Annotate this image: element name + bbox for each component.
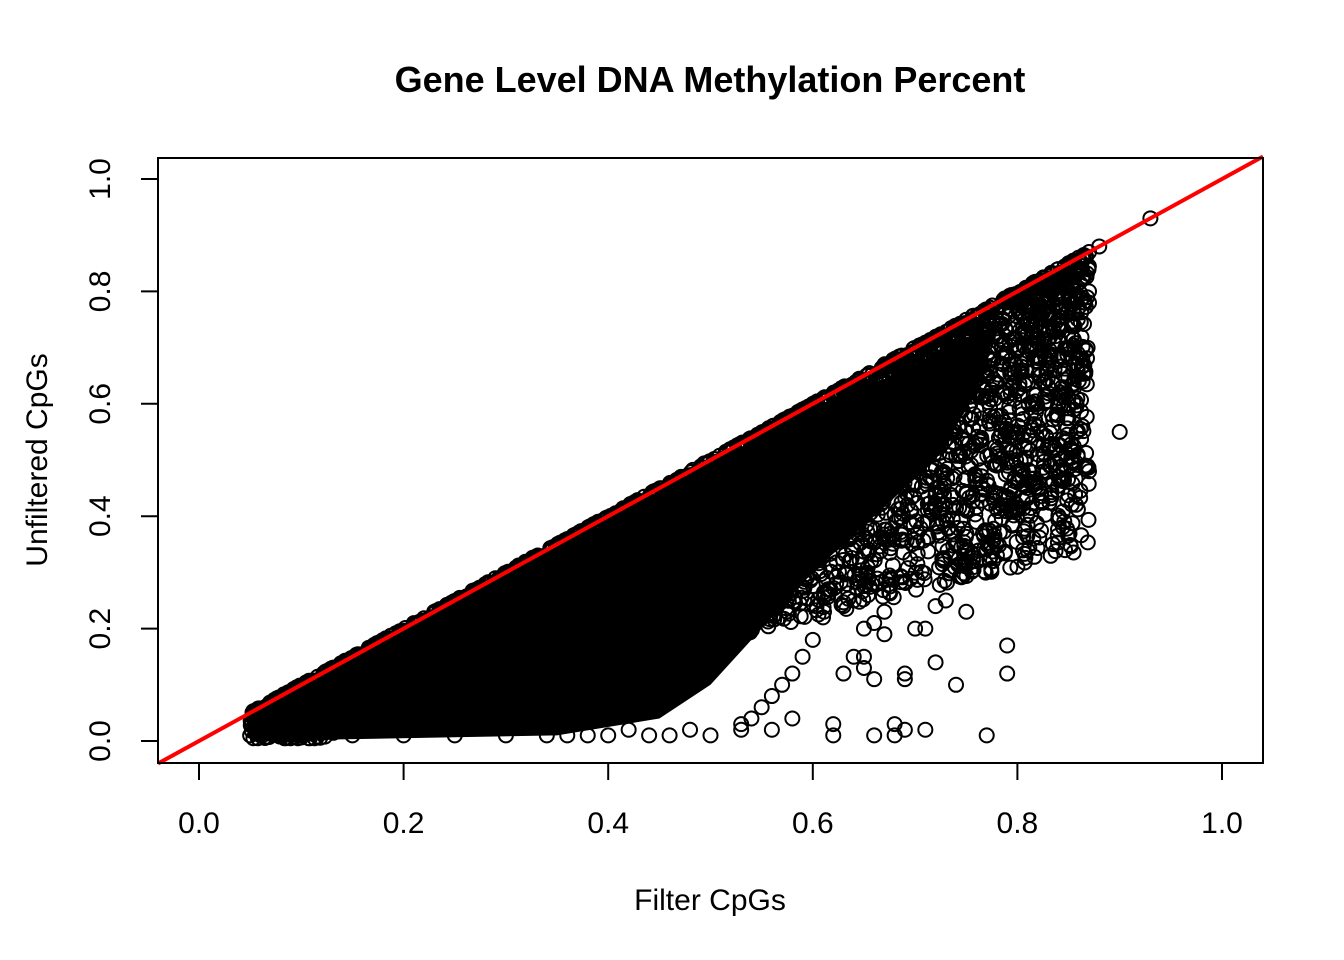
scatter-point [1009,558,1026,575]
scatter-point [845,648,862,665]
scatter-point [763,721,780,738]
scatter-point [1081,463,1098,480]
y-tick-label: 0.4 [84,495,117,537]
scatter-point [446,727,463,744]
scatter-point [1111,423,1128,440]
scatter-point [559,727,576,744]
y-tick-label: 1.0 [84,158,117,200]
scatter-points [242,210,1159,744]
scatter-point [774,676,791,693]
y-axis-label: Unfiltered CpGs [21,353,54,566]
scatter-point [958,603,975,620]
scatter-point [395,727,412,744]
scatter-point [344,727,361,744]
scatter-point [866,727,883,744]
identity-line-group [157,154,1264,766]
scatter-point [293,727,310,744]
x-tick-label: 0.0 [178,807,220,840]
point-cloud-core [250,325,997,741]
scatter-point [784,665,801,682]
scatter-point [999,491,1016,508]
x-tick-label: 0.8 [997,807,1039,840]
scatter-point [753,699,770,716]
scatter-point [999,665,1016,682]
scatter-point [702,727,719,744]
scatter-point [825,716,842,733]
scatter-point [784,710,801,727]
identity-reference-line [157,154,1264,766]
scatter-point [968,513,985,530]
scatter-point [815,609,832,626]
y-tick-label: 0.2 [84,608,117,650]
scatter-point [1040,311,1057,328]
scatter-point [876,626,893,643]
scatter-point [1029,435,1046,452]
scatter-point [763,688,780,705]
scatter-point [855,620,872,637]
scatter-point [682,721,699,738]
scatter-point [1029,446,1046,463]
y-axis: 0.0 0.2 0.4 0.6 0.8 1.0 [84,158,159,762]
scatter-point [948,676,965,693]
scatter-point [620,721,637,738]
scatter-point [1050,390,1067,407]
scatter-point [999,637,1016,654]
x-tick-label: 0.6 [792,807,834,840]
scatter-point [876,603,893,620]
scatter-point [835,665,852,682]
scatter-point [907,620,924,637]
scatter-point [1060,289,1077,306]
scatter-point [600,727,617,744]
scatter-point [641,727,658,744]
scatter-point [886,727,903,744]
scatter-point [242,727,259,744]
scatter-point [927,654,944,671]
scatter-point [733,721,750,738]
scatter-point [733,716,750,733]
x-tick-label: 0.4 [587,807,629,840]
scatter-point [804,631,821,648]
scatter-point [661,727,678,744]
scatter-point [927,598,944,615]
point-cloud [242,247,1097,747]
x-axis-label: Filter CpGs [634,884,786,917]
scatter-point [988,457,1005,474]
scatter-point [886,716,903,733]
scatter-point [896,671,913,688]
scatter-point [1081,283,1098,300]
scatter-point [968,553,985,570]
scatter-point [917,721,934,738]
x-axis: 0.0 0.2 0.4 0.6 0.8 1.0 [178,762,1243,840]
scatter-point [855,648,872,665]
x-tick-label: 0.2 [383,807,425,840]
scatter-point [579,727,596,744]
scatter-point [978,525,995,542]
scatter-point [1142,210,1159,227]
y-tick-label: 0.8 [84,271,117,313]
x-tick-label: 1.0 [1201,807,1243,840]
scatter-point [948,536,965,553]
scatter-point [855,659,872,676]
scatter-point [1050,468,1067,485]
scatter-point [917,620,934,637]
y-tick-label: 0.0 [84,720,117,762]
scatter-point [1009,474,1026,491]
scatter-point [958,553,975,570]
scatter-point [1081,294,1098,311]
scatter-point [497,727,514,744]
scatter-point [538,727,555,744]
scatter-point [978,727,995,744]
scatter-point [896,665,913,682]
scatter-point [1060,255,1077,272]
scatter-point [825,727,842,744]
scatter-point [252,727,269,744]
scatter-point [866,671,883,688]
scatter-point [835,598,852,615]
scatter-point [988,547,1005,564]
scatter-point [794,648,811,665]
y-tick-label: 0.6 [84,383,117,425]
chart-title: Gene Level DNA Methylation Percent [395,59,1026,100]
